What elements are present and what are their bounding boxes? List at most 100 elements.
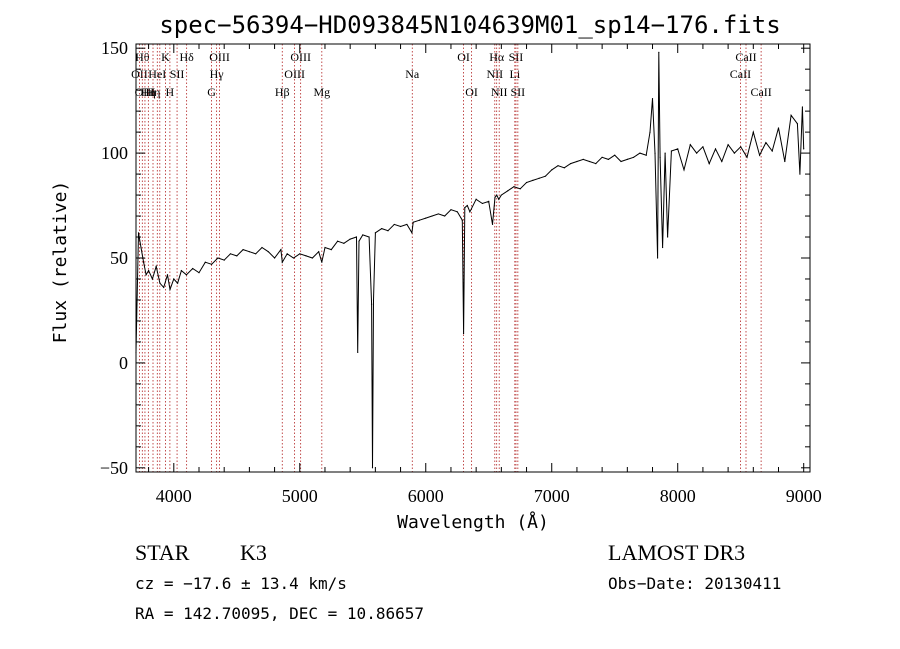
chart-title: spec−56394−HD093845N104639M01_sp14−176.f… bbox=[159, 11, 780, 39]
spectrum-point bbox=[469, 211, 471, 213]
spectrum-point bbox=[461, 219, 463, 221]
spectrum-point bbox=[374, 232, 376, 234]
spectrum-point bbox=[620, 160, 622, 163]
spectrum-point bbox=[236, 255, 238, 257]
spectrum-point bbox=[488, 200, 490, 202]
line-marker-label-15: OIII bbox=[284, 67, 305, 81]
spectrum-point bbox=[204, 261, 206, 263]
spectrum-point bbox=[166, 274, 169, 276]
spectrum-point bbox=[411, 232, 413, 234]
spectrum-point bbox=[140, 246, 142, 249]
line-marker-label-13: OIII bbox=[209, 50, 230, 64]
spectrum-point bbox=[192, 267, 194, 270]
spectrum-point bbox=[145, 274, 147, 276]
spectral-line-markers: OIIHθOIIIHηHηHeIKHSIIHδGHγOIIIHβOIIIOIII… bbox=[131, 44, 772, 472]
spectrum-point bbox=[708, 162, 710, 165]
spectrum-point bbox=[740, 146, 742, 148]
spectrum-point bbox=[538, 177, 540, 179]
spectrum-point bbox=[777, 127, 780, 129]
spectrum-point bbox=[519, 188, 521, 190]
x-tick-label: 5000 bbox=[282, 486, 318, 506]
spectrum-point bbox=[142, 261, 145, 263]
spectrum-point bbox=[198, 272, 200, 274]
line-marker-label-22: Hα bbox=[489, 50, 505, 64]
spectrum-point bbox=[336, 240, 339, 242]
spectrum-point bbox=[343, 242, 345, 244]
spectrum-point bbox=[248, 251, 250, 253]
spectrum-point bbox=[406, 223, 408, 226]
spectrum-point bbox=[659, 156, 661, 158]
survey-release: LAMOST DR3 bbox=[608, 540, 745, 565]
spectrum-point bbox=[311, 257, 313, 259]
spectrum-point bbox=[532, 179, 534, 181]
spectrum-point bbox=[507, 190, 509, 192]
spectrum-point bbox=[456, 211, 458, 213]
line-marker-label-8: H bbox=[166, 85, 175, 99]
spectrum-point bbox=[330, 249, 332, 251]
spectrum-point bbox=[651, 97, 654, 100]
line-marker-label-20: OI bbox=[465, 85, 478, 99]
spectrum-point bbox=[180, 269, 182, 272]
line-marker-label-7: K bbox=[161, 50, 170, 64]
line-marker-label-23: NII bbox=[491, 85, 508, 99]
spectrum-point bbox=[281, 261, 283, 263]
spectrum-point bbox=[355, 236, 358, 238]
line-marker-label-26: SII bbox=[511, 85, 526, 99]
line-marker-label-29: CaII bbox=[750, 85, 771, 99]
object-class: STAR bbox=[135, 540, 190, 565]
spectrum-point bbox=[496, 194, 498, 196]
line-marker-label-5: HeI bbox=[148, 67, 166, 81]
line-marker-label-3: Hη bbox=[141, 85, 156, 99]
spectrum-point bbox=[267, 251, 269, 253]
spectrum-point bbox=[370, 303, 373, 305]
spectrum-series bbox=[135, 51, 805, 469]
spectrum-point bbox=[418, 219, 421, 221]
spectrum-point bbox=[169, 288, 171, 291]
spectrum-point bbox=[752, 131, 754, 133]
spectrum-point bbox=[462, 332, 465, 335]
spectrum-point bbox=[801, 106, 804, 108]
spectrum-point bbox=[305, 255, 307, 257]
spectrum-point bbox=[466, 204, 468, 207]
spectrum-point bbox=[255, 253, 257, 255]
spectrum-point bbox=[633, 156, 635, 158]
spectrum-point bbox=[784, 160, 786, 163]
line-marker-label-27: CaII bbox=[730, 67, 751, 81]
spectrum-point bbox=[261, 246, 263, 249]
spectrum-point bbox=[677, 148, 679, 150]
spectrum-point bbox=[557, 165, 559, 167]
redshift-velocity: cz = −17.6 ± 13.4 km/s bbox=[135, 574, 347, 593]
spectrum-point bbox=[151, 278, 153, 280]
spectrum-point bbox=[614, 154, 616, 156]
spectrum-point bbox=[159, 282, 161, 284]
spectrum-point bbox=[292, 257, 295, 259]
spectrum-point bbox=[399, 225, 402, 228]
spectrum-point bbox=[280, 249, 282, 251]
sky-coordinates: RA = 142.70095, DEC = 10.86657 bbox=[135, 604, 424, 623]
spectrum-point bbox=[696, 152, 698, 154]
line-marker-label-9: SII bbox=[170, 67, 185, 81]
spectrum-point bbox=[790, 114, 792, 116]
spectrum-point bbox=[450, 209, 452, 211]
spectrum-point bbox=[702, 146, 704, 148]
spectrum-point bbox=[727, 144, 729, 146]
line-marker-label-10: Hδ bbox=[179, 50, 194, 64]
spectrum-point bbox=[381, 228, 383, 230]
spectrum-point bbox=[544, 175, 547, 177]
spectrum-point bbox=[481, 202, 484, 205]
y-axis: −50 0 50 100 150 bbox=[100, 38, 810, 478]
line-marker-label-21: NII bbox=[486, 67, 503, 81]
spectrum-point bbox=[645, 154, 647, 156]
line-marker-label-17: Mg bbox=[313, 85, 330, 99]
spectrum-point bbox=[525, 181, 528, 184]
x-tick-label: 9000 bbox=[786, 486, 822, 506]
spectrum-point bbox=[371, 467, 374, 469]
spectrum-point bbox=[689, 144, 691, 146]
spectrum-point bbox=[437, 213, 439, 215]
spectrum-point bbox=[799, 173, 801, 175]
spectrum-point bbox=[229, 253, 232, 255]
spectrum-point bbox=[667, 236, 669, 238]
spectrum-point bbox=[513, 186, 515, 188]
spectrum-point bbox=[759, 154, 761, 156]
